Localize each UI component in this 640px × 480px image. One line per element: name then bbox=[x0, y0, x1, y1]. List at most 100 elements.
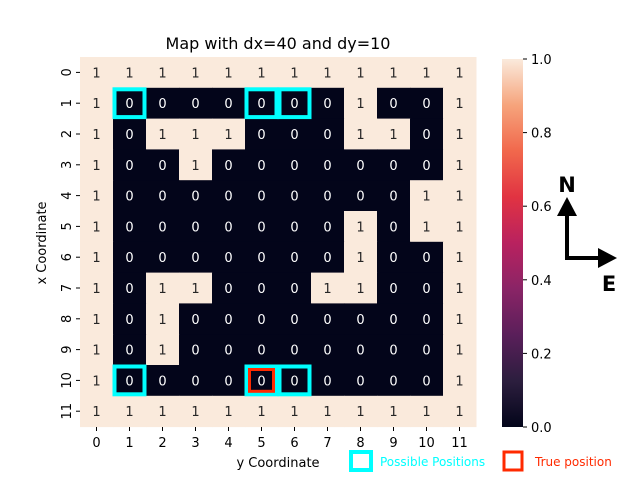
heatmap-cell bbox=[278, 395, 312, 428]
heatmap-cell bbox=[278, 180, 312, 212]
cell-value-label: 1 bbox=[125, 66, 133, 81]
heatmap-cell bbox=[80, 334, 114, 366]
heatmap-cell bbox=[311, 334, 345, 366]
cell-value-label: 0 bbox=[389, 97, 397, 112]
cell-value-label: 0 bbox=[191, 97, 199, 112]
cell-value-label: 0 bbox=[356, 313, 364, 328]
cell-value-label: 1 bbox=[356, 405, 364, 420]
cell-value-label: 0 bbox=[191, 374, 199, 389]
x-tick-label: 11 bbox=[451, 436, 468, 451]
heatmap-cell bbox=[113, 365, 147, 397]
heatmap-cell bbox=[245, 180, 279, 212]
x-tick-label: 6 bbox=[290, 436, 298, 451]
heatmap-cell bbox=[113, 241, 147, 274]
heatmap-cell bbox=[212, 57, 246, 89]
cell-value-label: 0 bbox=[257, 128, 265, 143]
y-tick-labels: 0 1 2 3 4 5 6 7 8 9 10 11 bbox=[60, 68, 80, 419]
y-tick-label: 0 bbox=[60, 68, 75, 76]
cell-value-label: 0 bbox=[224, 220, 232, 235]
possible-position-marker bbox=[244, 364, 279, 397]
heatmap-cell bbox=[80, 180, 114, 212]
heatmap-cell bbox=[278, 149, 312, 181]
cell-value-label: 0 bbox=[158, 97, 166, 112]
cell-value-label: 0 bbox=[158, 159, 166, 174]
cell-value-label: 1 bbox=[92, 251, 100, 266]
heatmap-cell bbox=[146, 272, 180, 304]
cell-value-label: 0 bbox=[422, 251, 430, 266]
cell-value-label: 0 bbox=[257, 282, 265, 297]
cell-value-label: 1 bbox=[290, 66, 298, 81]
cell-value-label: 1 bbox=[455, 313, 463, 328]
legend-true-label: True position bbox=[534, 455, 612, 469]
cell-value-label: 1 bbox=[92, 190, 100, 205]
heatmap-cell bbox=[410, 118, 444, 150]
cell-value-label: 1 bbox=[191, 66, 199, 81]
heatmap-cell bbox=[344, 57, 378, 89]
heatmap-cell bbox=[146, 87, 180, 120]
cell-value-label: 1 bbox=[92, 220, 100, 235]
cell-value-label: 0 bbox=[323, 220, 331, 235]
heatmap-cell bbox=[377, 395, 411, 428]
heatmap-cell bbox=[311, 365, 345, 397]
y-tick-label: 4 bbox=[60, 191, 75, 199]
heatmap-cell bbox=[377, 149, 411, 181]
heatmap-cell bbox=[410, 211, 444, 243]
cell-value-label: 0 bbox=[389, 190, 397, 205]
cell-value-label: 1 bbox=[92, 374, 100, 389]
cell-value-label: 1 bbox=[92, 66, 100, 81]
heatmap-cell bbox=[212, 149, 246, 181]
cell-value-label: 1 bbox=[422, 190, 430, 205]
heatmap-cell bbox=[80, 241, 114, 274]
cell-value-label: 0 bbox=[290, 313, 298, 328]
heatmap-cell bbox=[179, 57, 213, 89]
cell-value-label: 0 bbox=[356, 344, 364, 359]
y-tick-label: 10 bbox=[60, 372, 75, 389]
cell-value-label: 0 bbox=[356, 374, 364, 389]
possible-position-marker bbox=[112, 87, 147, 120]
heatmap-cell bbox=[344, 334, 378, 366]
heatmap-cell bbox=[443, 303, 477, 335]
heatmap-cell bbox=[344, 365, 378, 397]
x-tick-label: 8 bbox=[356, 436, 364, 451]
cell-value-label: 1 bbox=[455, 97, 463, 112]
legend-true-swatch bbox=[502, 450, 524, 472]
colorbar-tick-label: 0.8 bbox=[531, 127, 552, 142]
heatmap-cell bbox=[443, 395, 477, 428]
cell-value-label: 1 bbox=[158, 313, 166, 328]
cell-value-label: 1 bbox=[323, 405, 331, 420]
cell-value-label: 0 bbox=[290, 128, 298, 143]
cell-value-label: 1 bbox=[191, 405, 199, 420]
heatmap-cell bbox=[212, 211, 246, 243]
cell-value-label: 0 bbox=[224, 374, 232, 389]
heatmap-cell bbox=[212, 272, 246, 304]
cell-value-label: 1 bbox=[92, 313, 100, 328]
cell-value-label: 1 bbox=[158, 128, 166, 143]
cell-value-label: 0 bbox=[257, 220, 265, 235]
heatmap-cell bbox=[278, 365, 312, 397]
x-tick-label: 3 bbox=[191, 436, 199, 451]
heatmap-cell bbox=[344, 87, 378, 120]
x-tick-label: 1 bbox=[125, 436, 133, 451]
y-tick-label: 9 bbox=[60, 345, 75, 353]
heatmap-cell bbox=[212, 118, 246, 150]
cell-value-label: 1 bbox=[389, 128, 397, 143]
heatmap-cell bbox=[245, 395, 279, 428]
heatmap-cell bbox=[146, 118, 180, 150]
heatmap-cell bbox=[443, 57, 477, 89]
heatmap-cell bbox=[377, 211, 411, 243]
heatmap-cell bbox=[311, 272, 345, 304]
cell-value-label: 0 bbox=[158, 190, 166, 205]
true-position-marker bbox=[248, 368, 275, 393]
cell-value-label: 0 bbox=[323, 374, 331, 389]
cell-value-label: 0 bbox=[290, 344, 298, 359]
heatmap-cell bbox=[113, 180, 147, 212]
heatmap-cell bbox=[377, 118, 411, 150]
heatmap-cell bbox=[377, 365, 411, 397]
heatmap-cell bbox=[80, 365, 114, 397]
heatmap-cell bbox=[410, 57, 444, 89]
heatmap-cell bbox=[410, 303, 444, 335]
heatmap-cell bbox=[311, 395, 345, 428]
heatmap-cell bbox=[245, 57, 279, 89]
cell-value-label: 1 bbox=[356, 282, 364, 297]
heatmap-cell bbox=[344, 180, 378, 212]
